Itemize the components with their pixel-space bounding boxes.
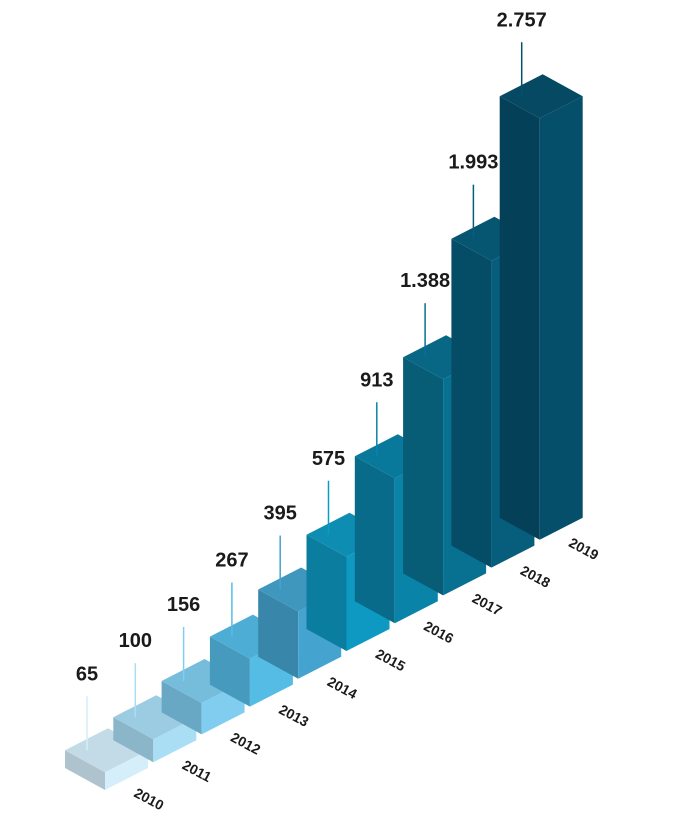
value-label: 65	[76, 663, 98, 685]
bar-right-face	[539, 96, 583, 540]
value-label: 2.757	[497, 9, 547, 31]
category-label: 2012	[228, 729, 263, 758]
category-label: 2013	[276, 701, 311, 730]
category-label: 2011	[180, 757, 215, 785]
value-label: 395	[264, 503, 297, 525]
value-label: 100	[119, 630, 152, 652]
bar-left-face	[113, 717, 154, 763]
bar-left-face	[161, 681, 202, 735]
category-label: 2017	[470, 590, 505, 619]
bar-left-face	[306, 534, 347, 651]
value-label: 1.388	[400, 270, 450, 292]
bar-left-face	[354, 456, 395, 624]
bar-left-face	[451, 238, 492, 568]
category-label: 2010	[132, 785, 167, 814]
bar-left-face	[499, 96, 540, 540]
category-label: 2015	[373, 646, 408, 675]
bar-right-face	[153, 717, 197, 763]
value-label: 267	[215, 550, 248, 572]
category-label: 2019	[566, 534, 601, 563]
value-label: 156	[167, 594, 200, 616]
category-label: 2014	[325, 673, 360, 702]
category-label: 2016	[421, 618, 456, 647]
bar-left-face	[258, 589, 299, 679]
bar-left-face	[403, 357, 444, 596]
category-label: 2018	[518, 562, 553, 591]
value-label: 913	[360, 369, 393, 391]
value-label: 575	[312, 448, 345, 470]
bar-left-face	[65, 750, 105, 790]
bar-right-face	[105, 750, 148, 790]
bar-top-face	[499, 74, 583, 119]
value-label: 1.993	[448, 152, 498, 174]
bar-left-face	[209, 636, 250, 707]
